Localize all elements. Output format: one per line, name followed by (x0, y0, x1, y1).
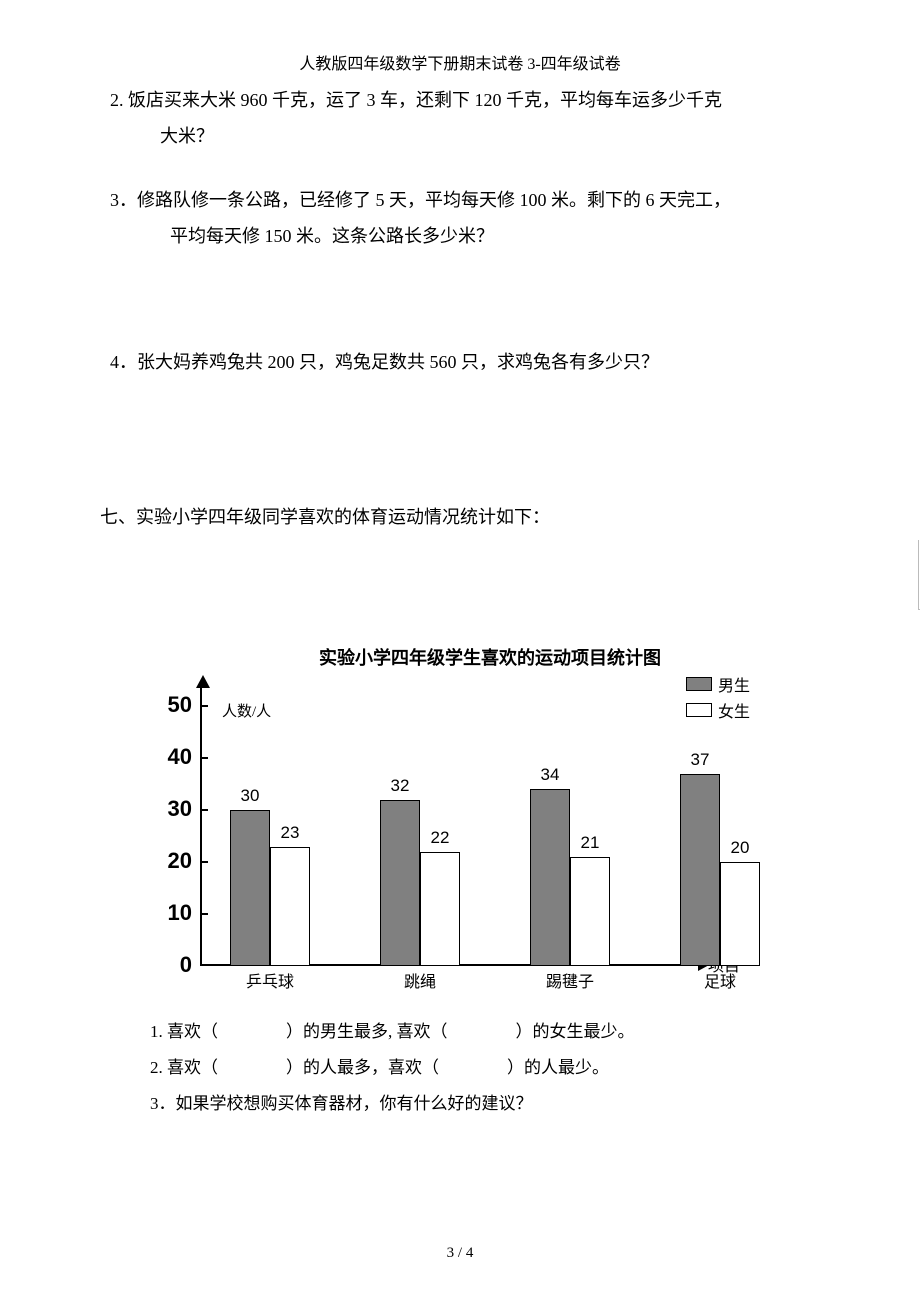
y-tick-label: 30 (152, 796, 192, 822)
page: 人教版四年级数学下册期末试卷 3-四年级试卷 2. 饭店买来大米 960 千克，… (0, 0, 920, 1302)
category-label: 跳绳 (404, 968, 436, 992)
question-2-line1: 2. 饭店买来大米 960 千克，运了 3 车，还剩下 120 千克，平均每车运… (110, 82, 820, 118)
y-tick (200, 705, 208, 707)
question-4: 4．张大妈养鸡兔共 200 只，鸡兔足数共 560 只，求鸡兔各有多少只？ (100, 344, 820, 380)
page-number: 3 / 4 (0, 1245, 920, 1262)
bar (270, 847, 310, 967)
bar-value-label: 34 (541, 765, 560, 785)
category-label: 踢毽子 (546, 968, 594, 992)
question-2-line2: 大米？ (110, 118, 820, 154)
bar-value-label: 23 (281, 823, 300, 843)
y-axis-arrow-icon (196, 675, 210, 688)
bar-value-label: 30 (241, 786, 260, 806)
question-3-line1: 3．修路队修一条公路，已经修了 5 天，平均每天修 100 米。剩下的 6 天完… (110, 182, 820, 218)
y-tick-label: 0 (152, 952, 192, 978)
bar-value-label: 32 (391, 776, 410, 796)
section-7-heading: 七、实验小学四年级同学喜欢的体育运动情况统计如下： (100, 500, 820, 534)
bar (420, 852, 460, 966)
y-tick-label: 10 (152, 900, 192, 926)
y-tick (200, 913, 208, 915)
y-tick-label: 50 (152, 692, 192, 718)
bar (380, 800, 420, 966)
category-label: 足球 (704, 968, 736, 992)
question-3-line2: 平均每天修 150 米。这条公路长多少米？ (110, 218, 820, 254)
y-tick (200, 757, 208, 759)
category-label: 乒乓球 (246, 968, 294, 992)
bar (230, 810, 270, 966)
y-axis-label: 人数/人 (222, 700, 271, 721)
bar (530, 789, 570, 966)
chart-plot-area: 人数/人 项目 010203040503023乒乓球3222跳绳3421踢毽子3… (200, 686, 700, 966)
bar-value-label: 21 (581, 833, 600, 853)
bar (680, 774, 720, 966)
y-tick (200, 809, 208, 811)
legend-label-male: 男生 (718, 672, 750, 696)
legend-label-female: 女生 (718, 698, 750, 722)
chart-container: 男生 女生 人数/人 项目 010203040503023乒乓球3222跳绳34… (140, 676, 770, 996)
y-tick-label: 20 (152, 848, 192, 874)
followup-1: 1. 喜欢（ ）的男生最多, 喜欢（ ）的女生最少。 (150, 1014, 820, 1050)
question-2: 2. 饭店买来大米 960 千克，运了 3 车，还剩下 120 千克，平均每车运… (100, 82, 820, 154)
bar (720, 862, 760, 966)
page-header-title: 人教版四年级数学下册期末试卷 3-四年级试卷 (100, 50, 820, 74)
bar (570, 857, 610, 966)
followup-2: 2. 喜欢（ ）的人最多，喜欢（ ）的人最少。 (150, 1050, 820, 1086)
question-3: 3．修路队修一条公路，已经修了 5 天，平均每天修 100 米。剩下的 6 天完… (100, 182, 820, 254)
chart-title: 实验小学四年级学生喜欢的运动项目统计图 (160, 644, 820, 670)
bar-value-label: 22 (431, 828, 450, 848)
followup-questions: 1. 喜欢（ ）的男生最多, 喜欢（ ）的女生最少。 2. 喜欢（ ）的人最多，… (100, 1014, 820, 1121)
y-tick (200, 861, 208, 863)
y-tick-label: 40 (152, 744, 192, 770)
bar-value-label: 37 (691, 750, 710, 770)
chart: 人数/人 项目 010203040503023乒乓球3222跳绳3421踢毽子3… (140, 676, 720, 996)
bar-value-label: 20 (731, 838, 750, 858)
followup-3: 3．如果学校想购买体育器材，你有什么好的建议？ (150, 1086, 820, 1122)
y-axis (200, 686, 202, 966)
